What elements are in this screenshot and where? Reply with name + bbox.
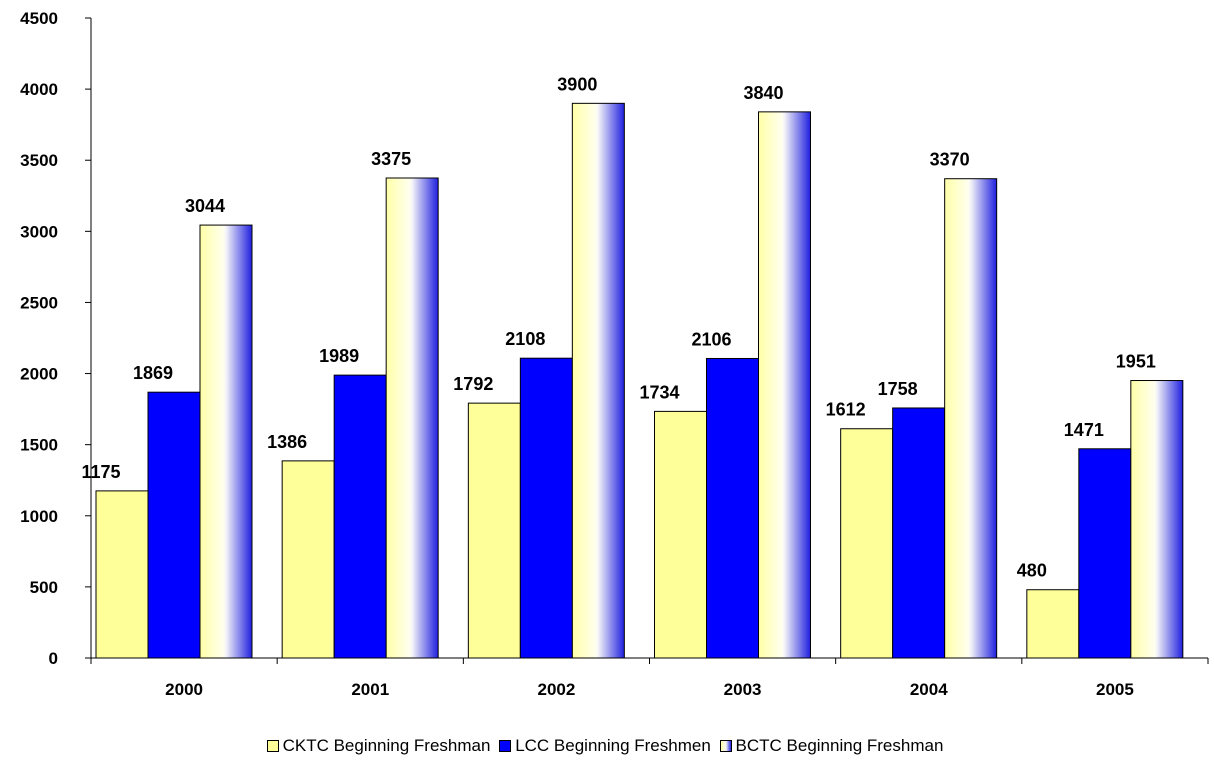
- bar-chart: 0 500 1000 1500 2000 2500 3000 3500 4000 4500 200…: [20, 9, 1209, 699]
- legend-label-cktc: CKTC Beginning Freshman: [282, 736, 491, 755]
- data-label: 3900: [557, 74, 597, 94]
- legend-item-lcc: LCC Beginning Freshmen: [499, 736, 711, 756]
- data-label: 3840: [743, 83, 783, 103]
- data-label: 1951: [1116, 352, 1156, 372]
- bar-series-0-2002: [467, 402, 521, 659]
- data-label: 1386: [267, 432, 307, 452]
- y-tick-label: 4500: [20, 9, 58, 28]
- x-tick-label: 2004: [910, 680, 948, 699]
- data-labels: 1175 1386 1792 1734 1612 480 1869 1989 2108 2106 1…: [81, 74, 1155, 580]
- legend-swatch-lcc: [499, 740, 512, 752]
- data-label: 3370: [930, 150, 970, 170]
- data-label: 1989: [319, 346, 359, 366]
- y-tick-label: 1000: [20, 507, 58, 526]
- legend-swatch-cktc: [266, 740, 279, 752]
- x-tick-label: 2005: [1096, 680, 1134, 699]
- data-label: 2108: [505, 329, 545, 349]
- y-tick-label: 500: [30, 578, 58, 597]
- bar-series-2-2005: [1130, 380, 1184, 659]
- data-label: 1792: [453, 374, 493, 394]
- legend-item-cktc: CKTC Beginning Freshman: [266, 736, 491, 756]
- x-axis-ticks: 2000 2001 2002 2003 2004 2005: [90, 658, 1209, 699]
- data-label: 480: [1017, 561, 1047, 581]
- y-tick-label: 1500: [20, 436, 58, 455]
- legend-label-bctc: BCTC Beginning Freshman: [735, 736, 944, 755]
- bar-series-1-2005: [1078, 448, 1132, 659]
- data-label: 3375: [371, 149, 411, 169]
- bar-series-0-2004: [840, 428, 894, 659]
- y-tick-label: 3500: [20, 151, 58, 170]
- bars: [95, 102, 1184, 659]
- data-label: 1869: [133, 363, 173, 383]
- y-tick-label: 3000: [20, 222, 58, 241]
- x-tick-label: 2002: [538, 680, 576, 699]
- x-tick-label: 2003: [724, 680, 762, 699]
- bar-series-2-2003: [758, 111, 811, 659]
- data-label: 1612: [826, 400, 866, 420]
- bar-series-0-2005: [1026, 589, 1080, 659]
- x-tick-label: 2001: [351, 680, 389, 699]
- y-tick-label: 2500: [20, 293, 58, 312]
- legend: CKTC Beginning Freshman LCC Beginning Fr…: [0, 736, 1214, 757]
- bar-series-2-2002: [571, 102, 625, 659]
- bar-series-0-2000: [95, 490, 149, 659]
- y-tick-label: 4000: [20, 80, 58, 99]
- y-axis-ticks: 0 500 1000 1500 2000 2500 3000 3500 4000 4500: [20, 9, 91, 668]
- bar-series-1-2003: [706, 357, 759, 659]
- data-label: 1471: [1064, 420, 1104, 440]
- data-label: 1175: [81, 462, 120, 482]
- legend-swatch-bctc: [719, 740, 732, 752]
- bar-series-1-2002: [519, 357, 573, 659]
- bar-series-0-2003: [654, 410, 707, 659]
- bar-series-1-2004: [892, 407, 946, 659]
- data-label: 1734: [639, 382, 679, 402]
- bar-series-2-2000: [199, 224, 253, 659]
- y-tick-label: 2000: [20, 365, 58, 384]
- legend-item-bctc: BCTC Beginning Freshman: [719, 736, 944, 756]
- y-tick-label: 0: [49, 649, 58, 668]
- legend-label-lcc: LCC Beginning Freshmen: [515, 736, 711, 755]
- data-label: 1758: [878, 379, 918, 399]
- x-tick-label: 2000: [165, 680, 203, 699]
- data-label: 2106: [691, 329, 731, 349]
- bar-series-1-2001: [333, 374, 387, 659]
- data-label: 3044: [185, 196, 225, 216]
- bar-series-2-2001: [385, 177, 439, 659]
- bar-series-1-2000: [147, 391, 201, 659]
- bar-series-2-2004: [944, 178, 998, 659]
- bar-series-0-2001: [281, 460, 335, 659]
